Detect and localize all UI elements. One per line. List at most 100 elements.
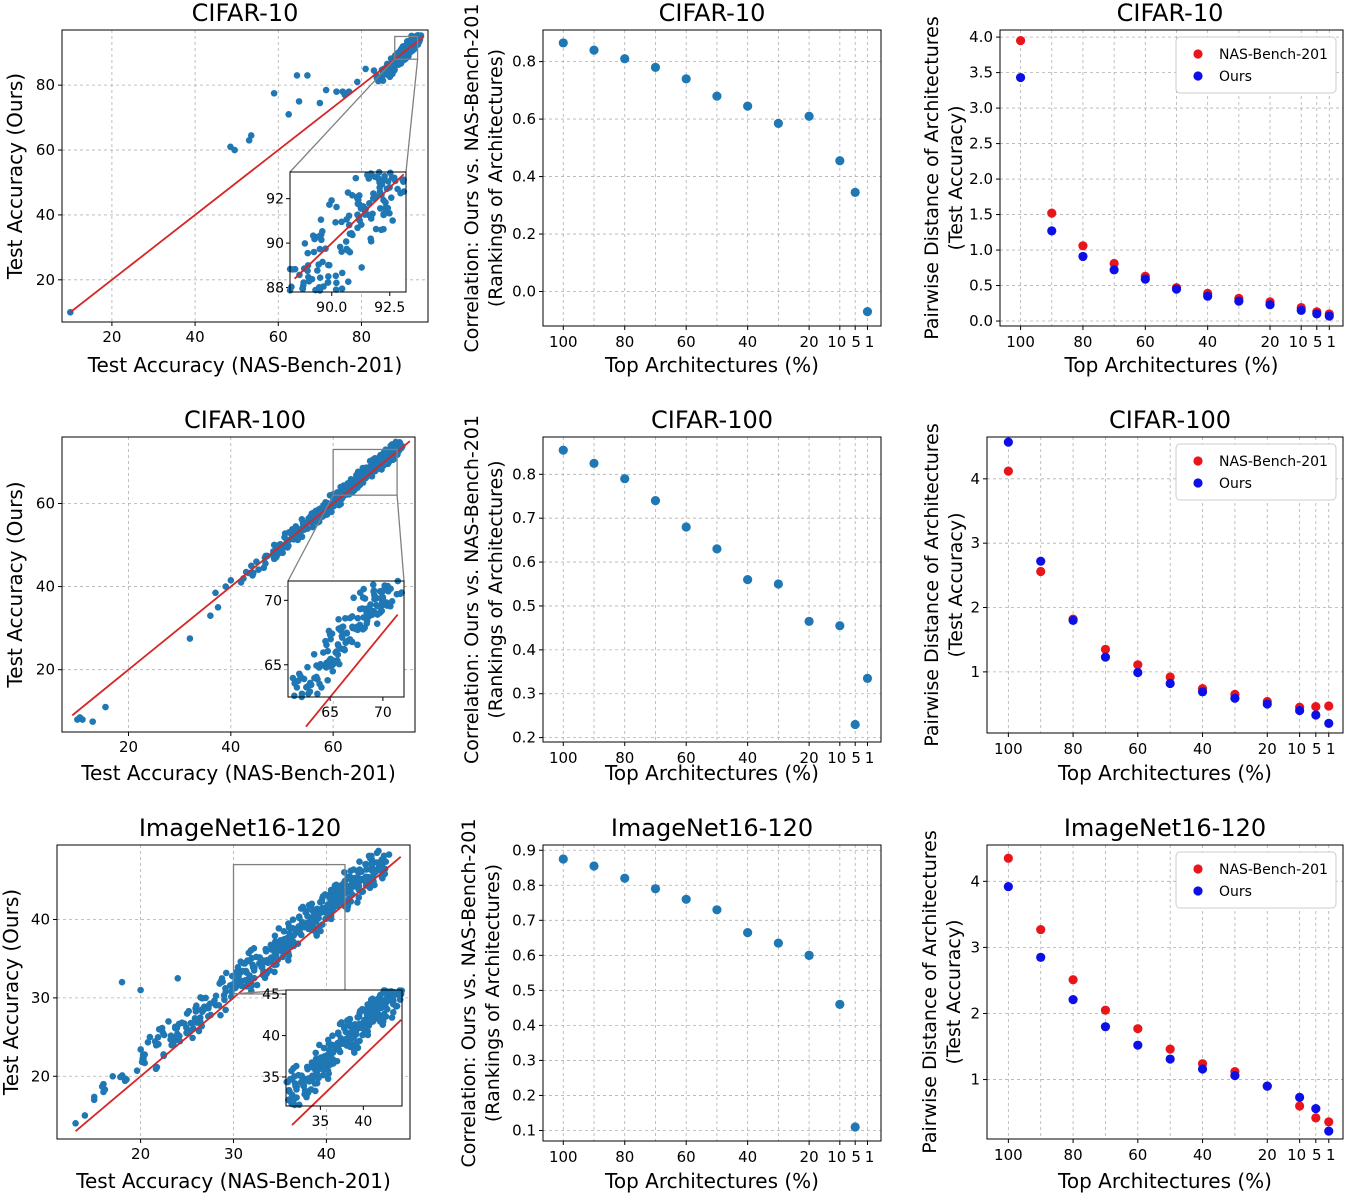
data-point	[362, 866, 370, 873]
inset-point	[372, 225, 380, 233]
x-tick-label: 20	[800, 749, 819, 767]
data-point	[261, 974, 269, 982]
y-tick-label: 3	[970, 938, 980, 956]
series-point-ours	[1265, 300, 1275, 310]
series-point-ours	[1078, 251, 1088, 262]
data-point	[291, 530, 298, 537]
inset-point	[285, 1086, 293, 1094]
inset-point	[297, 672, 304, 680]
zoom-connector	[396, 495, 405, 582]
inset-point	[345, 247, 352, 255]
correlation-point	[743, 101, 753, 111]
data-point	[300, 525, 307, 533]
data-point	[189, 1034, 196, 1042]
y-axis-label: Test Accuracy (Ours)	[3, 73, 27, 280]
correlation-point	[620, 54, 630, 64]
inset-point	[338, 634, 346, 641]
zoom-inset: 35 40 35 40 45	[262, 987, 406, 1130]
series-point-nasbench	[1295, 1101, 1305, 1111]
zoom-inset: 90.0 92.5 88 90 92	[266, 168, 408, 316]
data-point	[222, 1006, 229, 1014]
inset-point	[325, 1040, 333, 1048]
y-tick-label: 1.5	[969, 206, 993, 224]
inset-point	[320, 1044, 328, 1052]
inset-point	[303, 1063, 311, 1071]
inset-point	[311, 1080, 319, 1087]
series-point-nasbench	[1133, 1024, 1143, 1034]
y-axis-label-secondary: (Test Accuracy)	[943, 919, 965, 1064]
inset-point	[323, 664, 330, 671]
inset-point	[313, 673, 320, 681]
chart-title: CIFAR-100	[184, 406, 306, 434]
data-point	[275, 925, 283, 932]
inset-point	[305, 278, 313, 285]
axes-frame	[542, 844, 882, 1142]
inset-y-tick-label: 92	[266, 192, 284, 208]
inset-point	[315, 1074, 322, 1082]
x-tick-label: 5	[851, 1148, 861, 1166]
inset-point	[332, 286, 340, 293]
inset-point	[358, 264, 365, 271]
axes-frame	[986, 844, 1344, 1140]
inset-point	[332, 219, 339, 226]
data-point	[217, 1011, 224, 1019]
y-tick-label: 0.9	[512, 841, 536, 859]
inset-point	[378, 607, 386, 615]
data-point	[183, 1029, 190, 1037]
inset-point	[289, 674, 297, 682]
y-tick-label: 1	[970, 1071, 980, 1089]
inset-point	[299, 285, 306, 292]
inset-point	[376, 184, 383, 191]
inset-point	[286, 1075, 294, 1083]
series-point-ours	[1047, 226, 1057, 236]
y-tick-label: 0.3	[512, 1051, 536, 1069]
y-axis-label: Correlation: Ours vs. NAS-Bench-201	[458, 818, 480, 1167]
series-point-nasbench	[1311, 702, 1321, 712]
x-tick-label: 1	[865, 333, 875, 351]
inset-point	[350, 1034, 358, 1041]
zoom-region	[394, 35, 419, 60]
data-point	[353, 78, 361, 86]
inset-point	[354, 1044, 362, 1052]
correlation-point	[835, 621, 845, 631]
inset-point	[329, 1049, 337, 1056]
inset-point	[338, 248, 345, 255]
x-axis-label: Top Architectures (%)	[604, 761, 819, 785]
series-point-ours	[1295, 1092, 1305, 1102]
x-tick-label: 1	[865, 1148, 875, 1166]
correlation-point	[558, 854, 568, 864]
inset-point	[309, 232, 317, 240]
identity-line	[69, 35, 425, 313]
x-tick-label: 20	[102, 328, 121, 346]
series-point-ours	[1109, 265, 1119, 275]
data-point	[285, 952, 293, 959]
correlation-point	[850, 719, 860, 730]
inset-point	[398, 589, 405, 596]
y-tick-label: 0.0	[512, 283, 536, 301]
inset-point	[376, 992, 384, 999]
inset-point	[343, 629, 351, 637]
inset-point	[288, 1067, 295, 1075]
y-tick-label: 4.0	[969, 28, 993, 46]
zoom-connector	[289, 58, 396, 173]
x-tick-label: 80	[615, 333, 634, 351]
data-point	[250, 569, 257, 577]
x-tick-label: 40	[738, 333, 757, 351]
legend-label: Ours	[1219, 884, 1252, 900]
x-tick-label: 100	[549, 749, 578, 767]
x-tick-label: 1	[1326, 1146, 1336, 1164]
series-point-ours	[1324, 718, 1334, 728]
x-tick-label: 5	[1313, 333, 1323, 351]
y-axis-label: Pairwise Distance of Architectures	[919, 830, 941, 1153]
data-point	[271, 968, 278, 976]
series-point-ours	[1234, 296, 1244, 306]
series-point-ours	[1324, 311, 1334, 321]
data-point	[373, 849, 381, 857]
inset-point	[354, 1013, 361, 1021]
correlation-point	[558, 38, 568, 48]
data-point	[207, 612, 214, 619]
y-tick-label: 0.8	[512, 465, 536, 483]
y-tick-label: 2.0	[969, 170, 993, 188]
data-point	[355, 868, 363, 876]
data-point	[238, 982, 246, 990]
